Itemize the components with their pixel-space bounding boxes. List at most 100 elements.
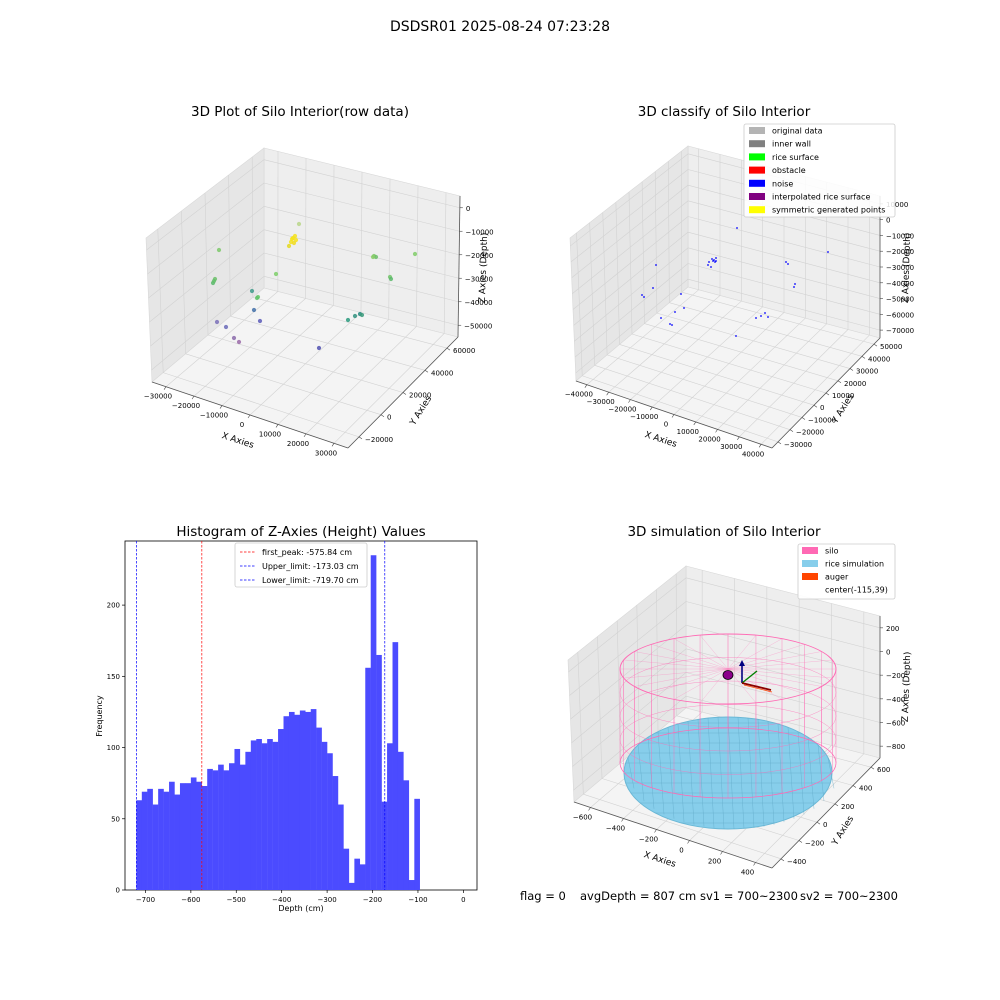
x-tick-mark [247,414,251,419]
histogram-bar [141,791,148,890]
z-tick-label: −800 [886,743,905,751]
x-tick-label: 0 [679,847,683,855]
histogram-bar [288,711,295,890]
raw-plot-grid [146,151,461,449]
data-point [352,313,358,319]
legend-label: center(-115,39) [825,586,888,595]
classified-point [794,283,796,285]
classified-point [735,335,737,337]
y-tick-mark [825,392,830,396]
histogram-bar [250,740,257,890]
legend-label: rice surface [772,153,819,162]
y-tick-label: 0 [387,414,391,422]
y-axis-line [771,757,881,869]
z-grid-left [571,648,687,744]
raw-plot-x-ticks: −30000−20000−10000 0 10000 20000 30000 [144,386,337,457]
y-grid-floor [631,333,827,394]
legend-swatch [802,573,818,580]
data-point [231,335,237,341]
y-grid-floor [644,323,839,382]
status-flag: flag = 0 [520,889,566,903]
simulation-plot-z-ticks: −800 −600 −400 −200 0 200 [880,625,905,751]
z-grid-back [687,200,881,252]
x-tick-mark [715,429,718,433]
data-point [289,236,295,242]
z-grid-back [263,159,460,209]
histogram-bar [234,748,241,890]
classify-plot-y-ticks: −30000 −20000 −10000 0 10000 20000 30000 40000 5… [777,343,902,449]
y-tick-label: −20000 [796,429,824,437]
y-tick-mark [777,441,782,445]
histogram-bar [239,764,246,890]
histogram-bar [403,780,410,890]
data-point [291,240,297,246]
legend-label: Upper_limit: -173.03 cm [262,562,359,571]
z-grid-left [570,169,689,263]
silo-roof-line [727,668,822,687]
histogram-bar [305,711,311,890]
simulation-plot-ylabel: Y Axies [830,814,856,848]
status-sv2: sv2 = 700~2300 [800,889,898,903]
x-tick-label: 40000 [742,450,764,458]
center-marker [722,670,734,680]
data-point [388,276,394,282]
classified-point [793,286,795,288]
z-grid-back [263,229,459,279]
histogram-y-ticks: 0 50 100 150 200 [107,602,125,895]
data-point [293,237,299,243]
y-tick-label: 30000 [856,368,878,376]
z-tick-label: −50000 [464,322,492,330]
y-tick-mark [780,858,785,862]
x-tick-mark [275,424,279,428]
z-grid-left [574,263,689,358]
data-point [316,345,322,351]
y-grid-floor [583,793,782,860]
data-point [296,221,302,227]
classified-point [660,317,662,319]
histogram-bar [278,729,284,890]
histogram-bar [190,777,197,890]
z-grid-left [146,159,265,251]
silo-roof-line [623,659,729,670]
y-tick-mark [861,356,866,359]
y-grid-left [597,636,603,779]
z-grid-back [687,278,881,331]
histogram-bar [327,753,333,890]
x-tick-mark [588,807,591,811]
simulation-plot-x-ticks: −600 −400 −200 0 200 400 [573,807,756,877]
x-grid-back [360,171,363,313]
simulation-plot-title: 3D simulation of Silo Interior [627,524,821,540]
legend-label: silo [825,547,839,556]
classify-plot-title: 3D classify of Silo Interior [638,104,811,120]
silo-roof-line [623,668,729,679]
classified-point [641,294,643,296]
classified-point [655,264,657,266]
x-tick-mark [753,862,756,866]
x-tick-label: 200 [708,858,721,866]
histogram-bar [354,858,361,890]
data-point [223,324,229,330]
histogram-bar [163,791,170,890]
z-tick-label: −10000 [886,232,914,240]
histogram-bar [267,739,273,890]
histogram-bar [321,741,328,890]
silo-roof-line [727,659,833,670]
legend-label: obstacle [772,166,806,175]
x-grid-back [416,185,419,327]
x-tick-mark [737,436,740,440]
silo-roof-line [727,651,822,670]
legend-label: rice simulation [825,560,884,569]
histogram-bar [207,768,213,890]
classified-point [827,251,829,253]
legend-label: interpolated rice surface [772,193,870,202]
classified-point [711,258,713,260]
y-tick-label: −30000 [784,441,812,449]
data-point [254,295,260,301]
silo-roof-line [634,668,729,687]
x-tick-label: 0 [240,421,244,429]
z-tick-label: −600 [886,720,905,728]
status-sv1: sv1 = 700~2300 [700,889,798,903]
simulation-3d-plot: 3D simulation of Silo Interior −600−400−… [567,524,913,877]
y-grid-left [204,192,209,336]
